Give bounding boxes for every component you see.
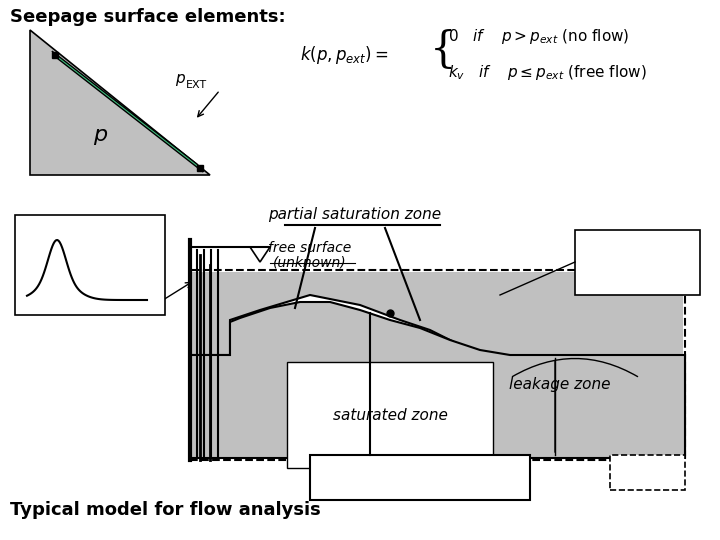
Polygon shape [190, 302, 685, 458]
Text: Typical model for flow analysis: Typical model for flow analysis [10, 501, 320, 519]
Text: $p$: $p$ [175, 72, 186, 88]
Bar [310, 455, 530, 500]
Text: Seepage surface elements:: Seepage surface elements: [10, 8, 286, 26]
Text: $0$   $\it{if}$    $p > p_{ext}$ (no flow): $0$ $\it{if}$ $p > p_{ext}$ (no flow) [448, 28, 629, 46]
Bar [15, 215, 165, 315]
Text: leakage zone: leakage zone [509, 377, 611, 393]
Text: partial saturation zone: partial saturation zone [269, 207, 441, 222]
Text: {: { [430, 29, 456, 71]
Text: Seepage: Seepage [583, 235, 643, 249]
Text: $k_v$   $\it{if}$    $p \leq p_{ext}$ (free flow): $k_v$ $\it{if}$ $p \leq p_{ext}$ (free f… [448, 64, 647, 83]
Polygon shape [52, 51, 203, 172]
Text: EXT: EXT [186, 80, 207, 90]
Text: $=-(h(t)-y).\gamma$: $=-(h(t)-y).\gamma$ [351, 475, 464, 493]
Text: EXT: EXT [594, 263, 613, 273]
Text: saturated zone: saturated zone [333, 408, 447, 422]
Bar [197, 165, 203, 171]
Polygon shape [30, 30, 210, 175]
Text: EXT: EXT [329, 477, 348, 487]
Polygon shape [190, 295, 685, 455]
Text: Seepage surface: Seepage surface [318, 460, 448, 474]
Polygon shape [192, 272, 683, 458]
Text: = 0: = 0 [616, 261, 641, 275]
Text: $p$: $p$ [583, 261, 593, 276]
Text: h=h(t): h=h(t) [23, 225, 78, 240]
Text: p: p [93, 125, 107, 145]
Bar [610, 455, 685, 490]
Text: $k(p, p_{ext})=$: $k(p, p_{ext})=$ [300, 44, 389, 66]
Text: surface: surface [583, 248, 634, 262]
Text: free surface: free surface [269, 241, 351, 255]
Text: q=0: q=0 [631, 465, 665, 480]
Bar [52, 52, 58, 58]
Text: (unknown): (unknown) [273, 256, 347, 270]
Polygon shape [250, 247, 270, 262]
Text: $p$: $p$ [318, 475, 328, 490]
Bar [575, 230, 700, 295]
